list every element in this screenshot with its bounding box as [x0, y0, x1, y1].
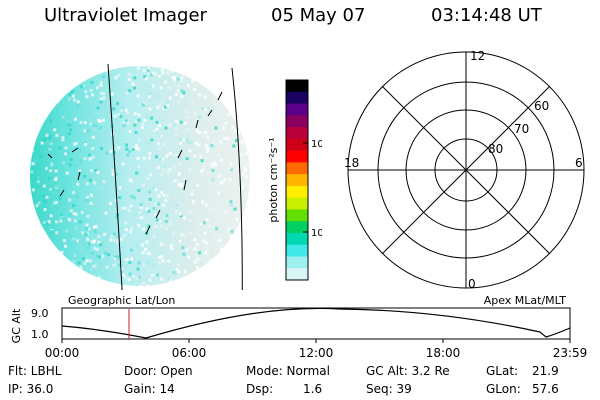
colorbar-band	[286, 115, 308, 128]
colorbar: 100 10 photon cm⁻²s⁻¹	[267, 79, 330, 281]
colorbar-tick-100: 100	[311, 139, 322, 150]
colorbar-band	[286, 244, 308, 257]
gc-alt-axis-label: GC Alt	[10, 308, 23, 343]
colorbar-band	[286, 127, 308, 140]
colorbar-unit-label: photon cm⁻²s⁻¹	[267, 137, 280, 222]
status-ip: IP: 36.0	[8, 382, 54, 396]
status-mode: Mode: Normal	[246, 364, 330, 378]
colorbar-band	[286, 150, 308, 163]
time-tick-0600: 06:00	[172, 346, 207, 360]
colorbar-panel: 100 10 photon cm⁻²s⁻¹	[262, 76, 330, 290]
polar-grid: 12 18 6 0 60 70 80	[344, 49, 585, 291]
uv-image	[30, 63, 250, 325]
status-glon-label: GLon:	[486, 382, 521, 396]
gc-alt-tick-1: 1.0	[31, 328, 49, 341]
mlat-label-80: 80	[488, 142, 503, 156]
status-dsp-label: Dsp:	[246, 382, 274, 396]
gc-alt-tick-9: 9.0	[31, 307, 49, 320]
time-tick-0000: 00:00	[45, 346, 80, 360]
status-glat-value: 21.9	[532, 364, 559, 378]
mlt-label-0: 0	[468, 277, 476, 290]
observation-time: 03:14:48 UT	[431, 5, 542, 26]
observation-date: 05 May 07	[271, 5, 366, 26]
orbit-timeline-panel: Geographic Lat/Lon Apex MLat/MLT GC Alt …	[0, 292, 600, 366]
status-gain: Gain: 14	[124, 382, 175, 396]
status-gc-alt: GC Alt: 3.2 Re	[366, 364, 450, 378]
status-door: Door: Open	[124, 364, 193, 378]
polar-grid-panel: 12 18 6 0 60 70 80	[338, 40, 600, 294]
colorbar-band	[286, 138, 308, 152]
colorbar-band	[286, 256, 308, 269]
mlat-label-70: 70	[514, 122, 529, 136]
colorbar-tick-10: 10	[311, 228, 322, 239]
colorbar-band	[286, 221, 308, 234]
altitude-curve	[61, 307, 571, 339]
status-filter: Flt: LBHL	[8, 364, 62, 378]
mlt-label-12: 12	[470, 49, 485, 63]
time-tick-2359: 23:59	[553, 346, 588, 360]
colorbar-band	[286, 103, 308, 116]
colorbar-band	[286, 185, 308, 199]
geographic-grid-title: Geographic Lat/Lon	[68, 294, 175, 307]
status-glat-label: GLat:	[486, 364, 519, 378]
colorbar-band	[286, 209, 308, 222]
colorbar-band	[286, 232, 308, 246]
uv-disk	[30, 66, 250, 286]
app-title: Ultraviolet Imager	[44, 5, 207, 26]
colorbar-band	[286, 162, 308, 175]
mlt-label-6: 6	[575, 156, 583, 170]
colorbar-band	[286, 268, 308, 281]
status-glon-value: 57.6	[532, 382, 559, 396]
uv-image-panel	[0, 40, 262, 325]
status-dsp-value: 1.6	[303, 382, 323, 396]
status-seq: Seq: 39	[366, 382, 412, 396]
time-tick-1800: 18:00	[426, 346, 461, 360]
apex-grid-title: Apex MLat/MLT	[484, 294, 567, 307]
mlt-label-18: 18	[344, 156, 359, 170]
orbit-timeline: Geographic Lat/Lon Apex MLat/MLT GC Alt …	[10, 294, 588, 360]
colorbar-band	[286, 80, 308, 93]
mlat-label-60: 60	[534, 99, 549, 113]
time-tick-1200: 12:00	[299, 346, 334, 360]
colorbar-band	[286, 91, 308, 105]
status-panel: Flt: LBHL IP: 36.0 Door: Open Gain: 14 M…	[0, 362, 600, 400]
geographic-grid-lines	[47, 63, 243, 325]
colorbar-band	[286, 174, 308, 187]
colorbar-band	[286, 197, 308, 210]
